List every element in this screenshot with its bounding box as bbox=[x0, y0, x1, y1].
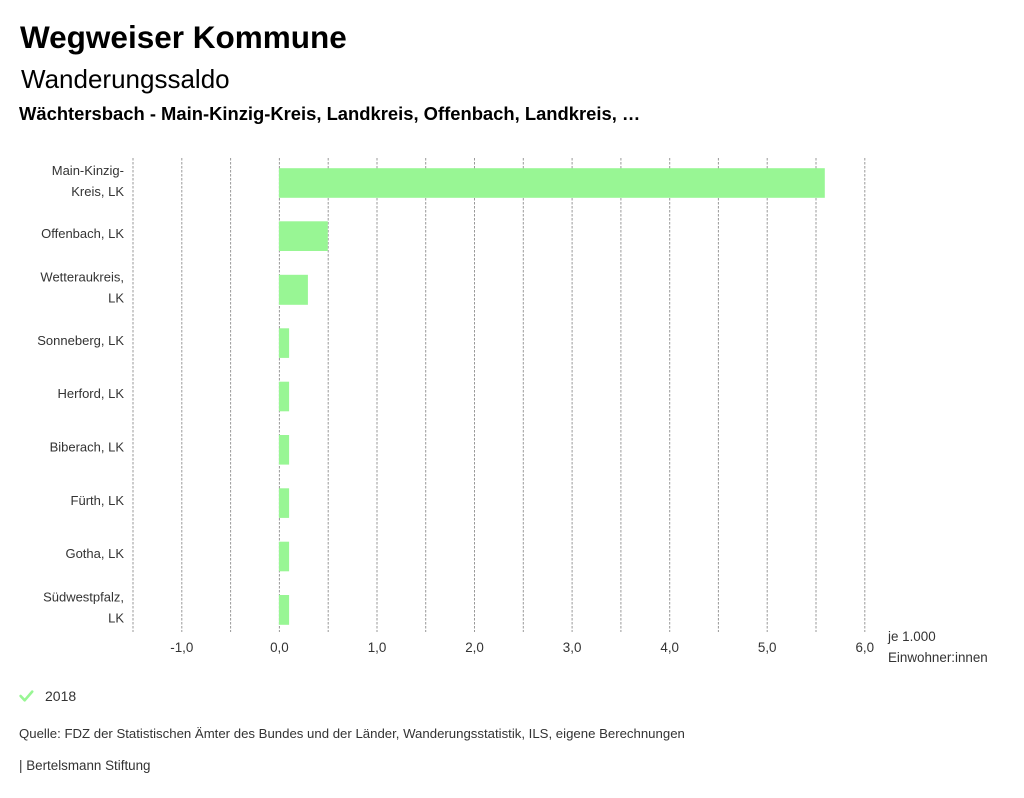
svg-text:4,0: 4,0 bbox=[660, 640, 679, 655]
svg-text:5,0: 5,0 bbox=[758, 640, 777, 655]
svg-text:je 1.000: je 1.000 bbox=[887, 629, 936, 644]
svg-text:Sonneberg, LK: Sonneberg, LK bbox=[37, 333, 124, 348]
svg-text:Herford, LK: Herford, LK bbox=[58, 386, 125, 401]
svg-text:Südwestpfalz,: Südwestpfalz, bbox=[43, 590, 124, 605]
svg-text:Fürth, LK: Fürth, LK bbox=[71, 493, 125, 508]
svg-text:Einwohner:innen: Einwohner:innen bbox=[888, 650, 988, 665]
svg-text:Wetteraukreis,: Wetteraukreis, bbox=[40, 270, 124, 285]
svg-text:Biberach, LK: Biberach, LK bbox=[50, 440, 125, 455]
svg-text:Gotha, LK: Gotha, LK bbox=[65, 546, 124, 561]
svg-text:LK: LK bbox=[108, 291, 124, 306]
svg-text:-1,0: -1,0 bbox=[170, 640, 193, 655]
svg-text:1,0: 1,0 bbox=[368, 640, 387, 655]
svg-text:2,0: 2,0 bbox=[465, 640, 484, 655]
svg-text:3,0: 3,0 bbox=[563, 640, 582, 655]
svg-text:0,0: 0,0 bbox=[270, 640, 289, 655]
svg-text:Offenbach, LK: Offenbach, LK bbox=[41, 226, 124, 241]
svg-text:Main-Kinzig-: Main-Kinzig- bbox=[52, 163, 124, 178]
svg-text:6,0: 6,0 bbox=[855, 640, 874, 655]
svg-text:Kreis, LK: Kreis, LK bbox=[71, 184, 124, 199]
svg-text:LK: LK bbox=[108, 611, 124, 626]
